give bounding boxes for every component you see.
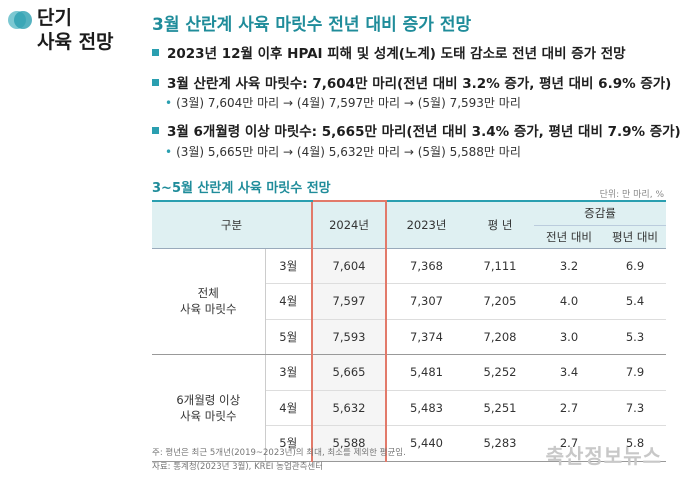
cell-vs-avg: 7.9: [604, 354, 666, 391]
cell-vs-prev: 2.7: [534, 425, 604, 462]
footnote-note: 주: 평년은 최근 5개년(2019~2023년)의 최대, 최소를 제외한 평…: [152, 448, 406, 458]
cell-vs-prev: 4.0: [534, 283, 604, 320]
cell-vs-prev: 2.7: [534, 390, 604, 426]
bullet-1: 2023년 12월 이후 HPAI 피해 및 성계(노계) 도태 감소로 전년 …: [152, 42, 626, 62]
forecast-table: 구분 2024년 2023년 평 년 증감률 전년 대비 평년 대비 전체 사육 …: [152, 200, 666, 462]
footnote-source: 자료: 통계청(2023년 3월), KREI 농업관측센터: [152, 462, 324, 472]
bullet-2-sub-text: (3월) 7,604만 마리 → (4월) 7,597만 마리 → (5월) 7…: [176, 96, 521, 110]
row-month: 4월: [265, 283, 312, 320]
square-bullet-icon: [152, 79, 159, 86]
watermark: 축산정보뉴스: [545, 444, 662, 468]
cell-vs-avg: 5.4: [604, 283, 666, 320]
bullet-3-sub: • (3월) 5,665만 마리 → (4월) 5,632만 마리 → (5월) …: [165, 143, 521, 160]
cell-2024: 5,588: [311, 425, 387, 462]
side-title-line2: 사육 전망: [37, 31, 114, 53]
cell-2023: 7,374: [386, 319, 466, 355]
cell-2024: 7,597: [311, 283, 387, 320]
dot-bullet-icon: •: [165, 96, 173, 110]
row-month: 3월: [265, 354, 312, 391]
group-total-line1: 전체: [197, 286, 219, 301]
bullet-1-text: 2023년 12월 이후 HPAI 피해 및 성계(노계) 도태 감소로 전년 …: [167, 46, 626, 62]
cell-2024: 7,593: [311, 319, 387, 355]
header-vs-avg: 평년 대비: [604, 225, 666, 249]
cell-2024: 5,665: [311, 354, 387, 391]
bullet-3: 3월 6개월령 이상 마릿수: 5,665만 마리(전년 대비 3.4% 증가,…: [152, 120, 680, 140]
table-title: 3~5월 산란계 사육 마릿수 전망: [152, 181, 331, 196]
row-month: 4월: [265, 390, 312, 426]
cell-vs-prev: 3.4: [534, 354, 604, 391]
bullet-3-sub-text: (3월) 5,665만 마리 → (4월) 5,632만 마리 → (5월) 5…: [176, 145, 521, 159]
header-2024: 2024년: [311, 200, 387, 249]
row-month: 5월: [265, 319, 312, 355]
bullet-3-text: 3월 6개월령 이상 마릿수: 5,665만 마리(전년 대비 3.4% 증가,…: [167, 124, 680, 140]
header-vs-prev: 전년 대비: [534, 225, 604, 249]
page-title: 3월 산란계 사육 마릿수 전년 대비 증가 전망: [152, 15, 472, 35]
square-bullet-icon: [152, 127, 159, 134]
group-total-line2: 사육 마릿수: [179, 302, 237, 317]
header-average: 평 년: [466, 200, 534, 249]
cell-2023: 7,368: [386, 248, 466, 284]
cell-2023: 5,483: [386, 390, 466, 426]
cell-average: 5,283: [466, 425, 534, 462]
group-label-total: 전체 사육 마릿수: [152, 248, 266, 355]
cell-average: 7,205: [466, 283, 534, 320]
cell-vs-avg: 5.3: [604, 319, 666, 355]
group-label-6month: 6개월령 이상 사육 마릿수: [152, 354, 266, 462]
bullet-2: 3월 산란계 사육 마릿수: 7,604만 마리(전년 대비 3.2% 증가, …: [152, 72, 671, 92]
cell-2023: 5,481: [386, 354, 466, 391]
group-6month-line2: 사육 마릿수: [179, 408, 237, 423]
header-2023: 2023년: [386, 200, 466, 249]
cell-vs-avg: 7.3: [604, 390, 666, 426]
cell-vs-avg: 5.8: [604, 425, 666, 462]
cell-average: 7,208: [466, 319, 534, 355]
cell-2024: 5,632: [311, 390, 387, 426]
header-category: 구분: [152, 200, 312, 249]
cell-2023: 5,440: [386, 425, 466, 462]
dot-bullet-icon: •: [165, 145, 173, 159]
unit-label: 단위: 만 마리, %: [599, 190, 664, 200]
cell-vs-avg: 6.9: [604, 248, 666, 284]
square-bullet-icon: [152, 49, 159, 56]
header-change-rate: 증감률: [534, 200, 666, 226]
group-6month-line1: 6개월령 이상: [176, 392, 241, 407]
side-title: 단기 사육 전망: [37, 6, 114, 54]
cell-2023: 7,307: [386, 283, 466, 320]
cell-average: 5,252: [466, 354, 534, 391]
cell-average: 7,111: [466, 248, 534, 284]
cell-average: 5,251: [466, 390, 534, 426]
row-month: 3월: [265, 248, 312, 284]
bullet-2-sub: • (3월) 7,604만 마리 → (4월) 7,597만 마리 → (5월) …: [165, 94, 521, 111]
cell-vs-prev: 3.0: [534, 319, 604, 355]
logo-icon: [8, 11, 32, 29]
side-title-line1: 단기: [37, 7, 72, 29]
cell-2024: 7,604: [311, 248, 387, 284]
bullet-2-text: 3월 산란계 사육 마릿수: 7,604만 마리(전년 대비 3.2% 증가, …: [167, 76, 672, 92]
cell-vs-prev: 3.2: [534, 248, 604, 284]
row-month: 5월: [265, 425, 312, 462]
